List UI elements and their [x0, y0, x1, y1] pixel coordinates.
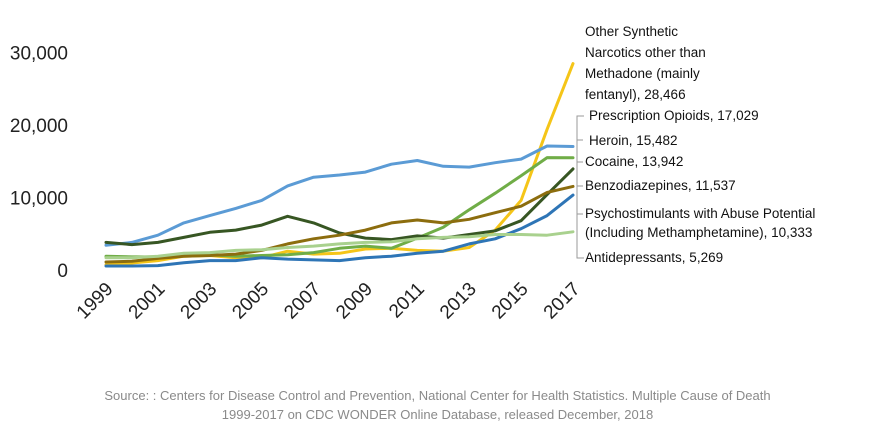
series-labels: Other Synthetic Narcotics other than Metha…: [585, 24, 815, 265]
x-axis-ticks: 1999 2001 2003 2005 2007 2009 2011 2013 2015 2017: [73, 279, 585, 324]
series-label: Prescription Opioids, 17,029: [589, 108, 759, 123]
series-label-line: Methadone (mainly: [585, 66, 700, 81]
series-label-line: Benzodiazepines, 11,537: [585, 178, 736, 193]
series-label: Other Synthetic Narcotics other than Metha…: [585, 24, 706, 102]
x-tick-label: 2001: [125, 279, 170, 324]
series-label-line: Psychostimulants with Abuse Potential: [585, 206, 815, 221]
series-line: [104, 230, 575, 260]
series-line: [104, 184, 575, 264]
x-tick-label: 2017: [540, 279, 585, 324]
series-label: Antidepressants, 5,269: [585, 250, 723, 265]
source-line-1: Source: : Centers for Disease Control an…: [104, 388, 771, 403]
series-label: Psychostimulants with Abuse Potential (In…: [585, 206, 815, 240]
x-tick-label: 2013: [436, 279, 481, 324]
y-tick-label: 20,000: [10, 116, 68, 137]
y-tick-label: 10,000: [10, 189, 68, 210]
series-label-line: Heroin, 15,482: [589, 133, 678, 148]
series-label: Heroin, 15,482: [589, 133, 678, 148]
series-label-line: Antidepressants, 5,269: [585, 250, 723, 265]
series-line: [104, 193, 575, 268]
series-label: Cocaine, 13,942: [585, 154, 683, 169]
y-tick-label: 30,000: [10, 44, 68, 65]
y-tick-label: 0: [57, 261, 68, 282]
series-line: [104, 167, 575, 247]
x-tick-label: 2009: [332, 279, 377, 324]
x-tick-label: 2015: [488, 279, 533, 324]
x-tick-label: 2003: [177, 279, 222, 324]
series-label-line: Cocaine, 13,942: [585, 154, 683, 169]
source-line-2: 1999-2017 on CDC WONDER Online Database,…: [221, 407, 654, 422]
series-line: [104, 156, 575, 259]
series-label-line: Narcotics other than: [585, 45, 706, 60]
series-label-line: Other Synthetic: [585, 24, 678, 39]
series-lines: [104, 62, 575, 268]
x-tick-label: 2011: [385, 279, 429, 323]
series-label-line: fentanyl), 28,466: [585, 87, 686, 102]
line-chart: 0 10,000 20,000 30,000 1999 2001 2003 2005 2007…: [10, 24, 816, 324]
series-label-line: (Including Methamphetamine), 10,333: [585, 225, 812, 240]
x-tick-label: 2007: [280, 279, 325, 324]
label-connectors: [576, 115, 584, 259]
series-label: Benzodiazepines, 11,537: [585, 178, 736, 193]
x-tick-label: 1999: [73, 279, 118, 324]
x-tick-label: 2005: [228, 279, 273, 324]
y-axis-ticks: 0 10,000 20,000 30,000: [10, 44, 68, 283]
source-note: Source: : Centers for Disease Control an…: [0, 386, 875, 424]
label-bracket: [576, 115, 584, 259]
series-label-line: Prescription Opioids, 17,029: [589, 108, 759, 123]
series-line: [104, 144, 575, 247]
